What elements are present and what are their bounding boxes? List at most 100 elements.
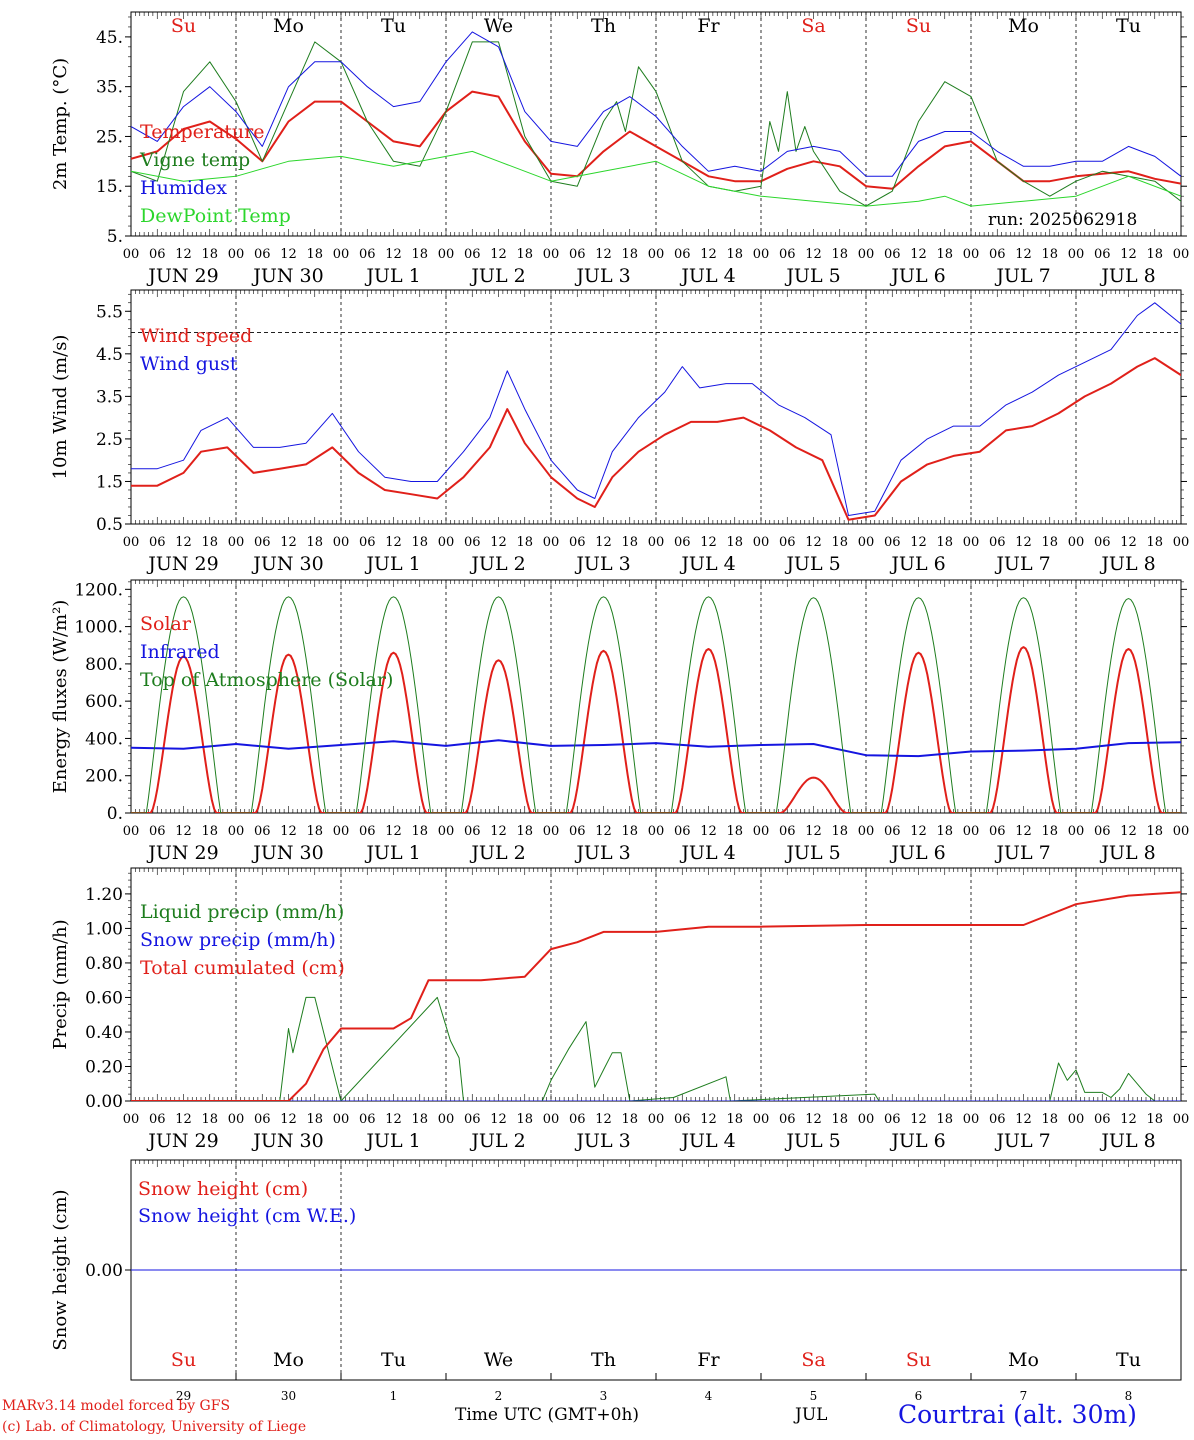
hour-label: 06 [359,824,376,839]
hour-label: 18 [1146,1112,1163,1127]
hour-label: 06 [149,535,166,550]
hour-label: 00 [648,824,665,839]
hour-label: 00 [963,824,980,839]
hour-label: 00 [438,1112,455,1127]
hour-label: 00 [333,247,350,262]
day-number: 4 [705,1389,713,1403]
series-group [131,31,1181,207]
series-line-top-of-atmosphere-solar- [131,596,1181,813]
ytick-label: 0.80 [85,954,123,974]
hour-label: 18 [726,247,743,262]
hour-label: 12 [910,247,927,262]
legend-entry: Solar [140,613,192,635]
hour-label: 00 [1173,1112,1190,1127]
ytick-label: 1200. [74,580,123,600]
y-axis-label: 10m Wind (m/s) [50,335,71,480]
weekday-label: Mo [273,15,304,37]
hour-label: 12 [490,824,507,839]
date-label: JUL 4 [679,842,735,864]
hour-label: 18 [831,1112,848,1127]
hour-label: 12 [595,1112,612,1127]
hour-label: 00 [1068,824,1085,839]
weekday-label: Su [171,15,196,37]
hour-label: 18 [516,535,533,550]
hour-label: 18 [1041,247,1058,262]
hour-label: 06 [569,1112,586,1127]
weekday-label: Tu [381,15,406,37]
hour-label: 12 [280,824,297,839]
series-line-total-cumulated-cm- [131,891,1181,1101]
date-label: JUL 3 [574,842,630,864]
ytick-label: 25. [96,127,123,147]
hour-label: 12 [1120,535,1137,550]
legend-entry: Top of Atmosphere (Solar) [140,669,393,691]
hour-label: 18 [306,824,323,839]
weekday-label: Su [906,15,931,37]
hour-label: 18 [411,247,428,262]
hour-label: 00 [333,1112,350,1127]
hour-label: 12 [1015,824,1032,839]
date-label: JUL 5 [784,265,840,287]
date-label: JUL 7 [994,265,1050,287]
weekday-label: Mo [273,1349,304,1371]
hour-label: 06 [884,1112,901,1127]
hour-label: 00 [858,535,875,550]
hour-label: 12 [595,535,612,550]
hour-label: 12 [700,247,717,262]
series-line-temperature [131,90,1181,190]
hour-label: 18 [516,247,533,262]
hour-label: 18 [411,535,428,550]
hour-label: 18 [936,247,953,262]
hour-label: 00 [963,1112,980,1127]
hour-label: 00 [438,824,455,839]
hour-label: 18 [306,247,323,262]
ytick-label: 400. [85,729,123,749]
hour-label: 12 [1015,247,1032,262]
hour-label: 18 [621,824,638,839]
hour-label: 06 [254,824,271,839]
hour-label: 06 [674,1112,691,1127]
day-number: 30 [281,1389,296,1403]
legend-entry: Liquid precip (mm/h) [140,901,344,923]
hour-label: 18 [726,535,743,550]
hour-label: 18 [831,824,848,839]
hour-label: 12 [595,247,612,262]
hour-label: 12 [1120,247,1137,262]
legend-entry: Vigne temp [139,149,250,171]
hour-label: 00 [753,247,770,262]
panel-4: 0.00 0.20 0.40 0.60 0.80 1.00 1.20 Precip (mm/h… [50,867,1190,1152]
legend-entry: Wind speed [140,325,252,347]
hour-label: 06 [884,247,901,262]
weekday-label: Th [591,15,616,37]
date-label: JUL 1 [364,553,420,575]
hour-label: 12 [910,824,927,839]
weekday-label: Mo [1008,15,1039,37]
day-number: 1 [390,1389,398,1403]
hour-label: 18 [1146,247,1163,262]
hour-label: 06 [254,1112,271,1127]
hour-label: 06 [674,824,691,839]
legend-entry: DewPoint Temp [140,205,291,227]
hour-label: 00 [228,1112,245,1127]
hour-label: 06 [779,247,796,262]
hour-label: 12 [280,247,297,262]
ytick-label: 1.5 [96,472,123,492]
hour-label: 12 [1015,535,1032,550]
hour-label: 06 [569,247,586,262]
ytick-label: 3.5 [96,387,123,407]
hour-label: 06 [464,247,481,262]
hour-label: 12 [490,247,507,262]
hour-label: 06 [149,824,166,839]
hour-label: 18 [411,824,428,839]
hour-label: 06 [779,824,796,839]
hour-label: 18 [201,535,218,550]
hour-label: 00 [1068,1112,1085,1127]
hour-label: 06 [359,247,376,262]
legend-entry: Infrared [140,641,220,663]
day-number: 7 [1020,1389,1028,1403]
y-axis-label: Precip (mm/h) [50,919,71,1049]
hour-label: 00 [858,1112,875,1127]
hour-label: 06 [359,1112,376,1127]
hour-label: 06 [254,247,271,262]
